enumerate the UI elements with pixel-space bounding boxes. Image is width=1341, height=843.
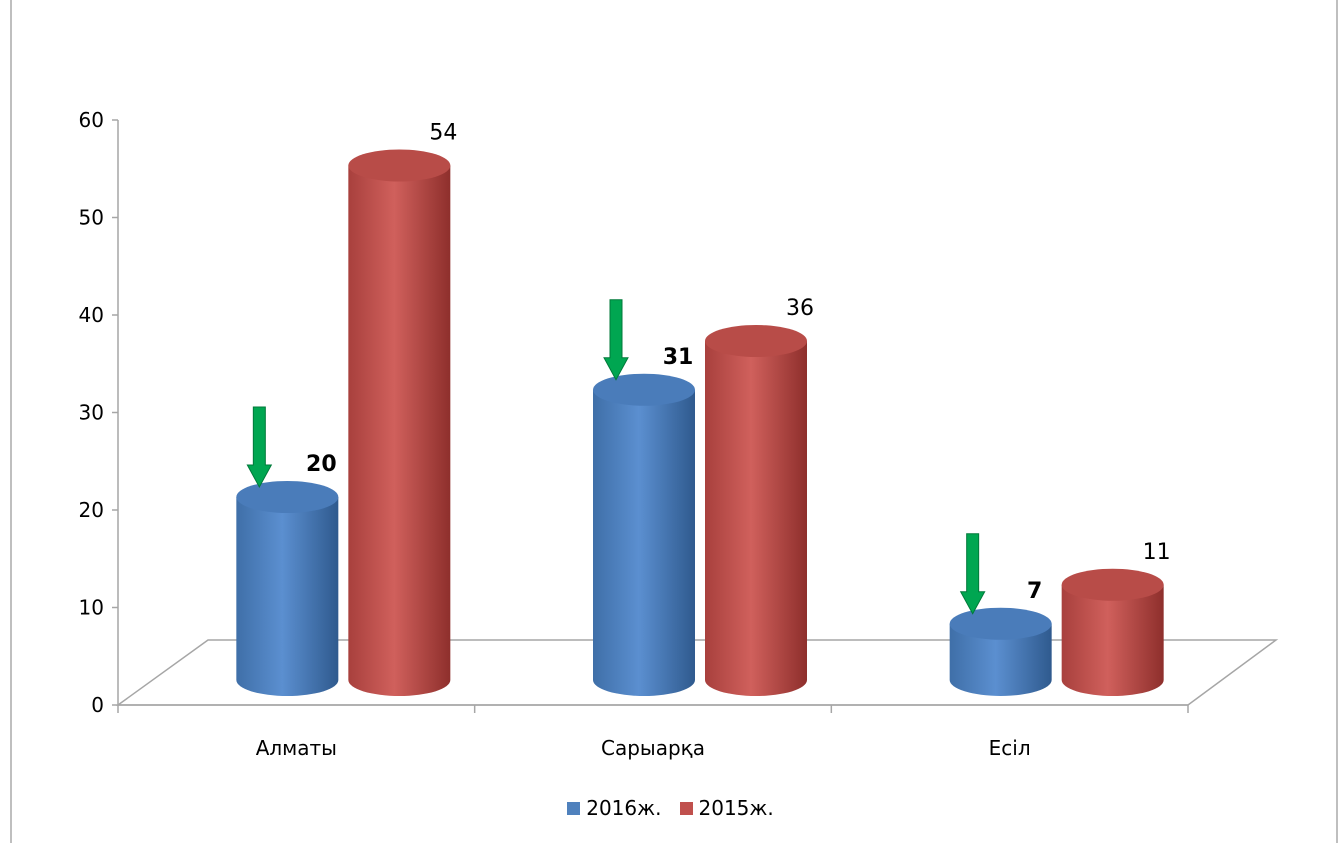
bar-body bbox=[705, 341, 807, 696]
y-tick-label: 20 bbox=[79, 498, 104, 522]
bars-layer bbox=[236, 149, 1164, 696]
x-tick-label: Алматы bbox=[256, 736, 337, 760]
bar-body bbox=[236, 497, 339, 696]
bar bbox=[1061, 568, 1164, 696]
frame-left-border bbox=[10, 0, 12, 843]
data-label: 36 bbox=[786, 296, 814, 321]
data-label: 54 bbox=[429, 121, 457, 146]
x-tick-label: Есіл bbox=[989, 736, 1031, 760]
data-label: 31 bbox=[663, 345, 694, 370]
data-labels-layer: 20 54 31 36 7 11 bbox=[306, 121, 1171, 604]
down-arrow-icon bbox=[603, 299, 629, 381]
data-label: 7 bbox=[1027, 579, 1042, 604]
y-tick-label: 40 bbox=[79, 303, 104, 327]
y-tick-label: 60 bbox=[79, 108, 104, 132]
x-axis: Алматы Сарыарқа Есіл bbox=[117, 704, 1189, 760]
y-tick-label: 30 bbox=[79, 401, 104, 425]
legend-item: 2015ж. bbox=[679, 796, 774, 820]
data-label: 20 bbox=[306, 452, 337, 477]
legend-label: 2015ж. bbox=[698, 796, 774, 820]
bar-top bbox=[593, 373, 695, 406]
legend: 2016ж. 2015ж. bbox=[0, 788, 1341, 828]
bar-body bbox=[593, 389, 695, 696]
bar-body bbox=[1061, 584, 1164, 696]
bar-body bbox=[348, 165, 451, 696]
frame-right-border bbox=[1336, 0, 1338, 843]
legend-item: 2016ж. bbox=[567, 796, 662, 820]
bar-top bbox=[236, 481, 339, 513]
bar bbox=[705, 325, 807, 696]
y-axis: 0 10 20 30 40 50 60 bbox=[79, 108, 119, 717]
arrows-layer bbox=[246, 299, 986, 615]
y-tick-label: 0 bbox=[91, 693, 104, 717]
bar bbox=[236, 481, 339, 696]
legend-label: 2016ж. bbox=[586, 796, 662, 820]
bar-top bbox=[949, 607, 1052, 640]
legend-swatch bbox=[679, 801, 693, 815]
legend-swatch bbox=[567, 801, 581, 815]
bar-body bbox=[949, 623, 1052, 696]
bar-top bbox=[348, 149, 451, 182]
data-label: 11 bbox=[1143, 540, 1171, 565]
y-tick-label: 10 bbox=[79, 596, 104, 620]
down-arrow-icon bbox=[959, 533, 986, 615]
bar bbox=[949, 607, 1052, 696]
bar-top bbox=[1061, 568, 1164, 601]
y-tick-label: 50 bbox=[79, 206, 104, 230]
bar bbox=[593, 373, 695, 696]
bar-top bbox=[705, 325, 807, 357]
down-arrow-icon bbox=[246, 406, 273, 489]
x-tick-label: Сарыарқа bbox=[601, 736, 705, 760]
bar bbox=[348, 149, 451, 696]
